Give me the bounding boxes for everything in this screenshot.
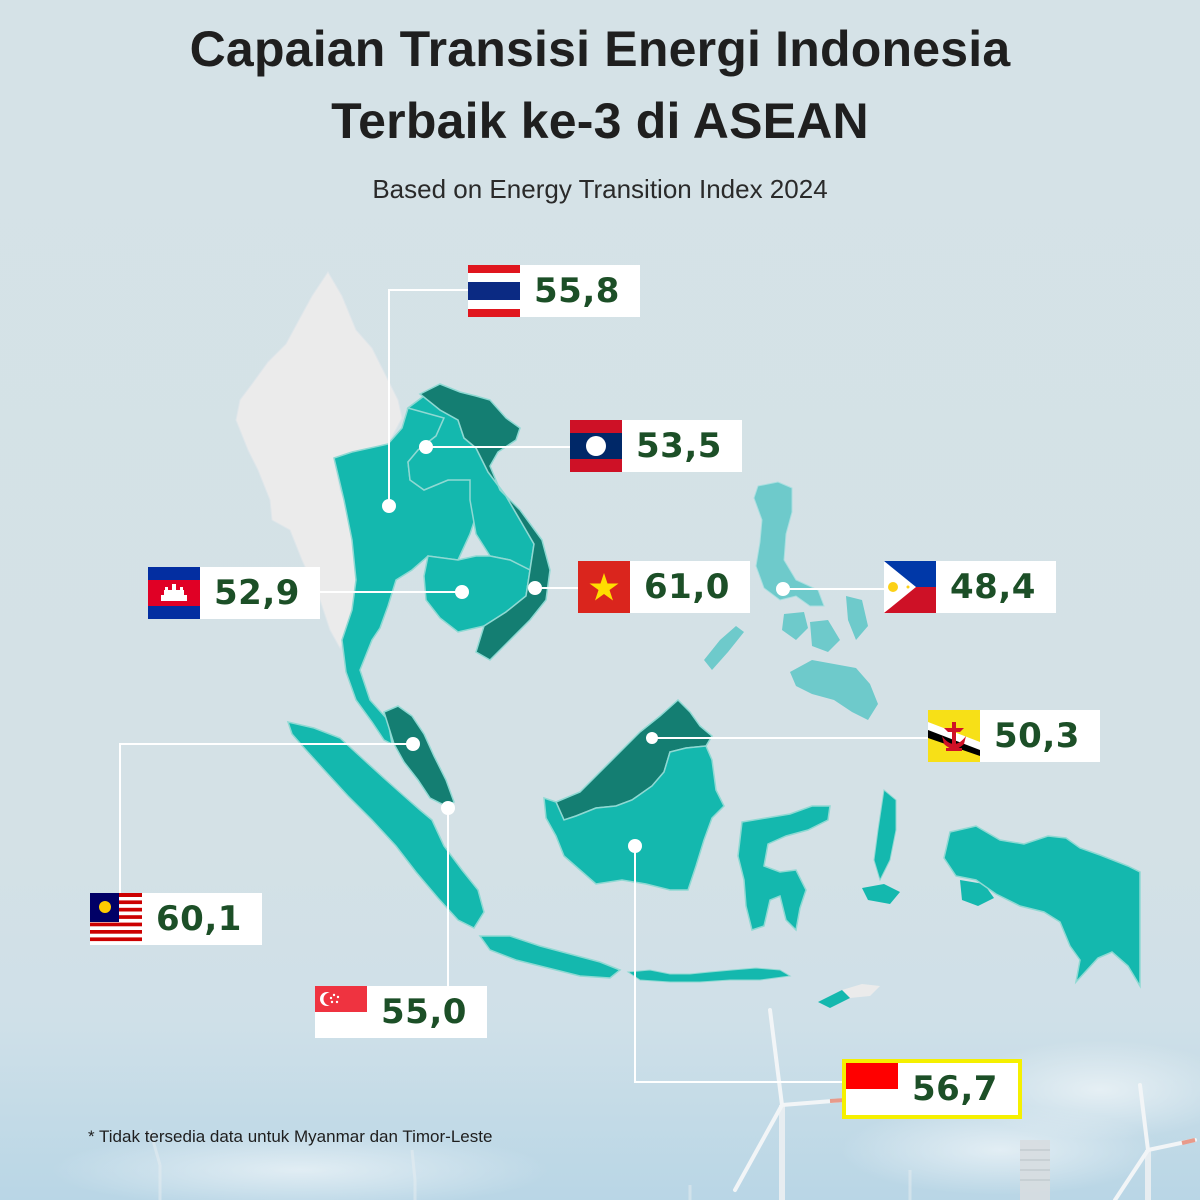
value-brunei: 50,3 <box>994 716 1080 756</box>
map-java <box>478 935 622 979</box>
label-laos: 53,5 <box>570 420 742 472</box>
cambodia-flag-icon <box>148 567 200 619</box>
map-myanmar <box>235 271 403 650</box>
label-philippines: 48,4 <box>884 561 1056 613</box>
label-thailand: 55,8 <box>468 265 640 317</box>
map-timor-west <box>818 990 850 1008</box>
map-vietnam <box>418 383 551 661</box>
subtitle: Based on Energy Transition Index 2024 <box>372 174 828 204</box>
map-timor-leste <box>842 984 880 998</box>
value-vietnam: 61,0 <box>644 567 730 607</box>
label-malaysia: 60,1 <box>90 893 262 945</box>
value-laos: 53,5 <box>636 426 722 466</box>
label-vietnam: 61,0 <box>578 561 750 613</box>
value-indonesia: 56,7 <box>912 1069 998 1109</box>
indonesia-flag-icon <box>846 1063 898 1115</box>
map-malaysia-peninsula <box>383 705 455 807</box>
map-nusa-tenggara <box>626 967 792 983</box>
label-singapore: 55,0 <box>315 986 487 1038</box>
thailand-flag-icon <box>468 265 520 317</box>
map-papua <box>943 825 1141 989</box>
title-line-2: Terbaik ke-3 di ASEAN <box>331 93 869 149</box>
map-maluku <box>873 789 897 882</box>
country-markers <box>382 440 790 853</box>
philippines-flag-icon <box>884 561 936 613</box>
map-kalimantan <box>543 745 725 891</box>
leader-lines <box>119 289 928 1083</box>
brunei-flag-icon <box>928 710 980 762</box>
label-cambodia: 52,9 <box>148 567 320 619</box>
map-sulawesi <box>737 805 831 932</box>
map-sumatra <box>286 720 485 929</box>
label-indonesia: 56,7 <box>842 1059 1022 1119</box>
malaysia-flag-icon <box>90 893 142 945</box>
title-line-1: Capaian Transisi Energi Indonesia <box>189 21 1011 77</box>
label-brunei: 50,3 <box>928 710 1100 762</box>
value-malaysia: 60,1 <box>156 899 242 939</box>
laos-flag-icon <box>570 420 622 472</box>
map-philippines <box>753 481 825 607</box>
singapore-flag-icon <box>315 986 367 1038</box>
value-philippines: 48,4 <box>950 567 1036 607</box>
vietnam-flag-icon <box>578 561 630 613</box>
value-singapore: 55,0 <box>381 992 467 1032</box>
value-cambodia: 52,9 <box>214 573 300 613</box>
footnote: * Tidak tersedia data untuk Myanmar dan … <box>88 1127 493 1146</box>
value-thailand: 55,8 <box>534 271 620 311</box>
